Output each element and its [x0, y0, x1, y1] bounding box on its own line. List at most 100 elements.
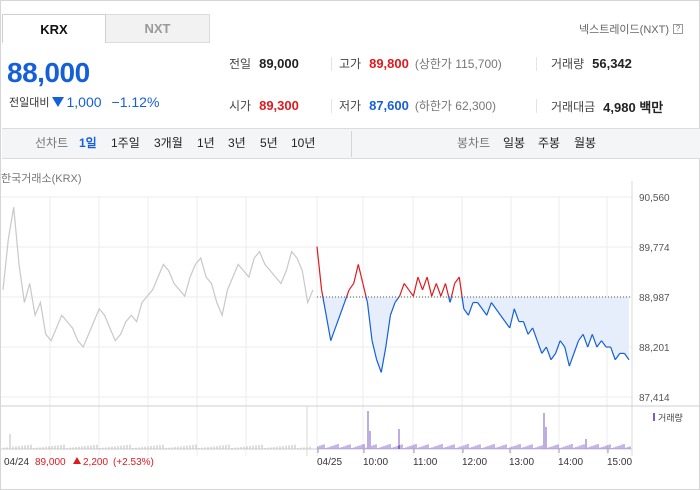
today-line-segment: [366, 302, 373, 341]
divider: [536, 99, 537, 113]
today-line-segment: [353, 264, 359, 284]
period-5y[interactable]: 5년: [260, 136, 278, 150]
price-chart: 90,560 89,774 88,987 88,201 87,414 04/25 10:0…: [1, 181, 700, 468]
today-line-segment: [320, 289, 324, 298]
today-line-segment: [509, 308, 515, 329]
today-line-segment: [587, 334, 593, 348]
stat-label: 시가: [229, 99, 252, 113]
stat-value: 56,342: [592, 56, 632, 71]
today-line-segment: [555, 340, 561, 354]
today-line-segment: [504, 321, 511, 329]
today-line-segment: [477, 302, 483, 310]
today-line-segment: [522, 321, 529, 335]
today-line-segment: [623, 353, 630, 361]
today-line-segment: [399, 283, 405, 297]
divider: [331, 99, 332, 113]
y-tick-label: 88,987: [639, 293, 670, 304]
today-line-segment: [357, 264, 364, 284]
today-line-segment: [385, 315, 392, 348]
y-tick-label: 90,560: [639, 193, 670, 204]
today-line-segment: [596, 340, 602, 348]
below-baseline-fill: [317, 297, 629, 373]
today-line-segment: [610, 346, 616, 360]
today-line-segment: [394, 296, 400, 303]
period-3y[interactable]: 3년: [228, 136, 246, 150]
prev-change-percent: (+2.53%): [113, 457, 154, 468]
stat-high: 고가 89,800 (상한가 115,700): [339, 55, 502, 72]
help-icon[interactable]: ?: [673, 24, 683, 34]
today-line-segment: [403, 283, 410, 291]
today-line-segment: [490, 302, 497, 310]
stat-value: 89,000: [259, 56, 299, 71]
tab-krx[interactable]: KRX: [2, 14, 106, 43]
volume-bars: [3, 411, 631, 449]
today-line-segment: [389, 302, 396, 316]
change-percent: −1.12%: [111, 94, 160, 110]
today-line-segment: [454, 276, 460, 284]
today-line-segment: [371, 340, 378, 360]
today-line-segment: [550, 353, 557, 361]
candle-daily[interactable]: 일봉: [503, 136, 526, 150]
today-line-segment: [461, 296, 465, 309]
divider: [536, 57, 537, 71]
today-line-segment: [495, 308, 502, 316]
today-line-segment: [578, 333, 584, 342]
today-line-segment: [582, 334, 589, 348]
today-line-segment: [376, 359, 382, 373]
today-line-segment: [398, 295, 401, 298]
stat-amount: 거래대금 4,980 백만: [551, 97, 663, 116]
stat-value: 89,300: [259, 98, 299, 113]
x-tick-label: 11:00: [413, 457, 438, 468]
today-line-segment: [440, 283, 447, 297]
today-line-segment: [435, 283, 442, 297]
tab-nxt[interactable]: NXT: [106, 14, 210, 43]
stats-grid: 전일 89,000 시가 89,300 고가 89,800 (상한가 115,7…: [219, 53, 700, 127]
nxt-trade-link[interactable]: 넥스트레이드(NXT) ?: [579, 21, 683, 37]
stat-label: 저가: [339, 99, 362, 113]
today-line-segment: [600, 340, 607, 348]
today-line-segment: [334, 315, 341, 329]
today-line-segment: [362, 283, 367, 298]
today-line-segment: [417, 276, 424, 291]
today-line-segment: [591, 334, 598, 348]
today-line-segment: [532, 327, 538, 341]
today-line-segment: [559, 340, 566, 348]
stat-label: 거래대금: [551, 100, 596, 114]
x-tick-label: 04/25: [317, 457, 342, 468]
volume-legend: 거래량: [653, 412, 683, 423]
stat-note: (하한가 62,300): [414, 99, 497, 113]
today-line-segment: [380, 346, 387, 373]
today-line-segment: [450, 283, 456, 298]
today-line-segment: [348, 283, 355, 291]
today-line-segment: [568, 353, 575, 367]
today-line-segment: [412, 276, 419, 297]
today-line-segment: [365, 296, 369, 303]
bar-divider: [351, 131, 352, 157]
period-10y[interactable]: 10년: [291, 136, 316, 150]
today-line-segment: [421, 276, 428, 291]
y-tick-label: 89,774: [639, 243, 670, 254]
today-line-segment: [408, 289, 414, 297]
candle-monthly[interactable]: 월봉: [574, 136, 597, 150]
period-1y[interactable]: 1년: [197, 136, 215, 150]
candle-weekly[interactable]: 주봉: [538, 136, 561, 150]
period-3m[interactable]: 3개월: [154, 136, 183, 150]
period-1d[interactable]: 1일: [79, 136, 97, 150]
x-tick-label: 14:00: [558, 457, 583, 468]
today-line-segment: [527, 327, 534, 335]
today-line-segment: [322, 296, 327, 316]
today-line-segment: [330, 327, 336, 341]
stat-label: 전일: [229, 57, 252, 71]
previous-day-line: [2, 207, 314, 349]
stat-open: 시가 89,300: [229, 97, 299, 114]
market-tabs: KRX NXT: [2, 14, 210, 43]
stat-volume: 거래량 56,342: [551, 55, 632, 72]
x-axis-labels: 04/25 10:00 11:00 12:00 13:00 14:00 15:00: [317, 449, 632, 468]
line-chart-label: 선차트: [35, 136, 69, 150]
today-line-segment: [564, 346, 570, 367]
stat-value: 89,800: [369, 56, 409, 71]
today-line-segment: [325, 315, 332, 341]
period-1w[interactable]: 1주일: [111, 136, 140, 150]
price-change: 전일대비 1,000 −1.12%: [9, 94, 159, 110]
